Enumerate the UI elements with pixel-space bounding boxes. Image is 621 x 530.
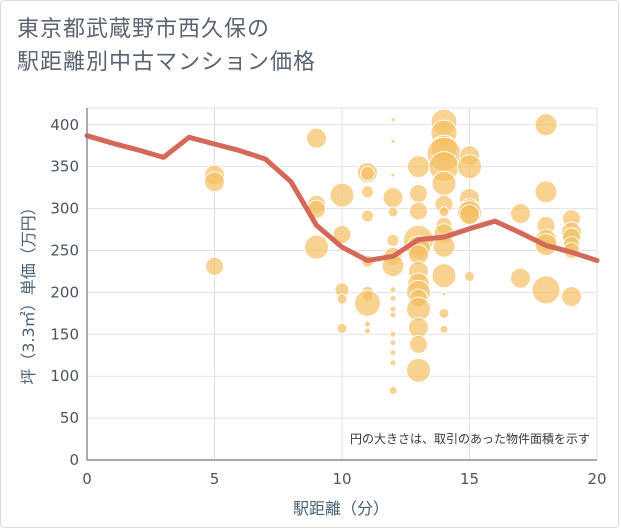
bubble-point (464, 270, 475, 282)
bubble-point (329, 182, 355, 208)
y-tick-label: 350 (50, 158, 79, 176)
bubble-point (389, 311, 397, 319)
bubble-point (408, 317, 429, 339)
bubble-point (390, 117, 396, 123)
bubble-point (534, 180, 558, 204)
bubble-point (364, 327, 371, 335)
bubble-point (407, 155, 430, 179)
bubble-point (205, 256, 224, 276)
bubble-point (389, 294, 397, 302)
y-tick-label: 0 (69, 451, 79, 469)
bubble-point (534, 113, 558, 137)
bubble-point (510, 267, 531, 289)
bubble-point (438, 307, 450, 319)
bubble-point (441, 291, 447, 297)
bubble-point (561, 286, 582, 308)
bubble-point (389, 339, 397, 347)
bubble-point (459, 203, 480, 225)
bubbles (204, 108, 582, 395)
bubble-point (390, 139, 396, 145)
x-tick-label: 10 (332, 470, 351, 488)
bubble-point (431, 170, 457, 196)
axes: 0 50 100 150 200 250 300 350 400 0 5 10 15 20 (50, 108, 607, 488)
bubble-point (382, 187, 404, 209)
bubble-point (457, 154, 482, 180)
bubble-point (409, 334, 428, 354)
chart-title-line1: 東京都武蔵野市西久保の (17, 17, 271, 42)
bubble-point (409, 201, 428, 221)
bubble-point (336, 322, 348, 334)
y-tick-label: 100 (50, 367, 79, 385)
bubble-point (389, 305, 397, 313)
bubble-point (336, 293, 348, 305)
x-axis-label: 駅距離（分） (293, 499, 389, 518)
x-tick-label: 5 (210, 470, 220, 488)
bubble-point (409, 183, 428, 203)
bubble-point (332, 225, 352, 245)
bubble-point (388, 385, 398, 395)
bubble-point (354, 289, 381, 317)
bubble-point (431, 263, 457, 289)
x-tick-label: 20 (587, 470, 606, 488)
trend-line (84, 133, 600, 263)
chart-title-line2: 駅距離別中古マンション価格 (17, 50, 317, 75)
x-tick-label: 15 (460, 470, 479, 488)
y-tick-label: 300 (50, 200, 79, 218)
bubble-point (389, 330, 397, 338)
bubble-point (390, 172, 396, 178)
bubble-point (361, 185, 374, 199)
bubble-point (361, 209, 374, 223)
bubble-point (439, 324, 449, 334)
y-tick-label: 150 (50, 325, 79, 343)
y-tick-label: 200 (50, 283, 79, 301)
bubble-point (364, 320, 371, 328)
bubble-point (389, 286, 397, 294)
x-tick-label: 0 (82, 470, 92, 488)
bubble-point (510, 203, 531, 225)
bubble-point (386, 233, 400, 247)
bubble-point (389, 349, 397, 357)
bubble-point (406, 357, 431, 383)
y-tick-label: 50 (60, 409, 79, 427)
bubble-point (306, 127, 327, 149)
y-tick-label: 250 (50, 241, 79, 259)
bubble-point (389, 359, 397, 367)
bubble-point (531, 275, 561, 305)
bubble-point (204, 171, 225, 193)
y-axis-label: 坪（3.3㎡）単価（万円） (19, 199, 38, 384)
chart-title: 東京都武蔵野市西久保の 駅距離別中古マンション価格 (17, 13, 316, 79)
y-tick-label: 400 (50, 116, 79, 134)
bubble-point (438, 206, 450, 218)
size-note: 円の大きさは、取引のあった物件面積を示す (350, 431, 590, 446)
bubble-point (304, 234, 329, 260)
bubble-point (387, 206, 399, 218)
bubble-point (360, 165, 375, 181)
